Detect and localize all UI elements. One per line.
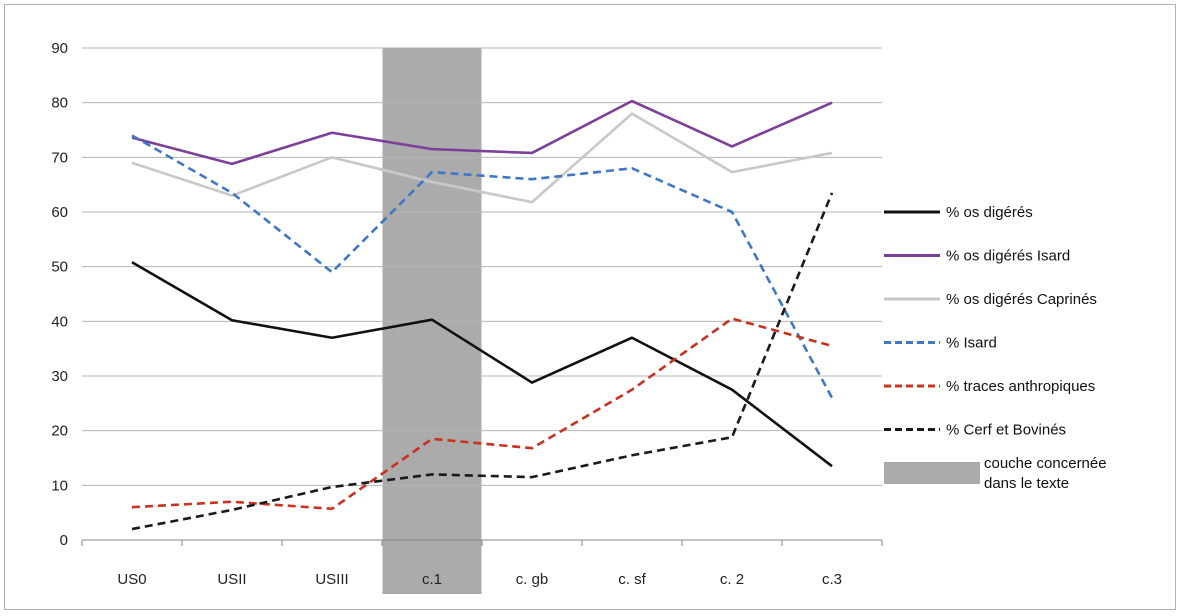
legend-label: % traces anthropiques <box>946 378 1095 395</box>
x-tick-label: c. 2 <box>720 571 744 588</box>
y-tick-label: 50 <box>51 259 68 276</box>
x-tick-label: c.3 <box>822 571 842 588</box>
x-tick-label: c.1 <box>422 571 442 588</box>
legend: % os digérés % os digérés Isard % os digér… <box>884 204 1107 492</box>
legend-label: % Isard <box>946 335 997 352</box>
legend-swatch-highlight <box>884 462 980 484</box>
legend-label: % os digérés Isard <box>946 248 1070 265</box>
x-tick-label: c. gb <box>516 571 549 588</box>
series-line <box>131 261 833 468</box>
series-line <box>131 112 833 204</box>
y-tick-label: 80 <box>51 95 68 112</box>
y-axis-ticks: 0 10 20 30 40 50 60 70 80 90 <box>51 40 68 549</box>
y-tick-label: 10 <box>51 477 68 494</box>
chart-frame <box>4 4 1176 610</box>
x-axis-ticks: US0 USII USIII c.1 c. gb c. sf c. 2 c.3 <box>81 540 883 588</box>
series-lines <box>131 99 834 531</box>
series-line <box>131 134 834 399</box>
x-tick-label: c. sf <box>618 571 646 588</box>
gridlines <box>82 47 882 541</box>
y-tick-label: 60 <box>51 204 68 221</box>
y-tick-label: 20 <box>51 423 68 440</box>
x-tick-label: US0 <box>117 571 146 588</box>
legend-label-highlight: couche concernée dans le texte <box>984 455 1107 492</box>
y-tick-label: 90 <box>51 40 68 57</box>
legend-label: % os digérés <box>946 204 1033 221</box>
series-line <box>131 192 834 531</box>
series-line <box>131 317 833 511</box>
legend-label: % Cerf et Bovinés <box>946 422 1066 439</box>
y-tick-label: 30 <box>51 368 68 385</box>
legend-label: % os digérés Caprinés <box>946 291 1097 308</box>
y-tick-label: 70 <box>51 149 68 166</box>
y-tick-label: 0 <box>60 532 68 549</box>
y-tick-label: 40 <box>51 313 68 330</box>
x-tick-label: USII <box>217 571 246 588</box>
x-tick-label: USIII <box>315 571 348 588</box>
series-line <box>131 99 833 166</box>
